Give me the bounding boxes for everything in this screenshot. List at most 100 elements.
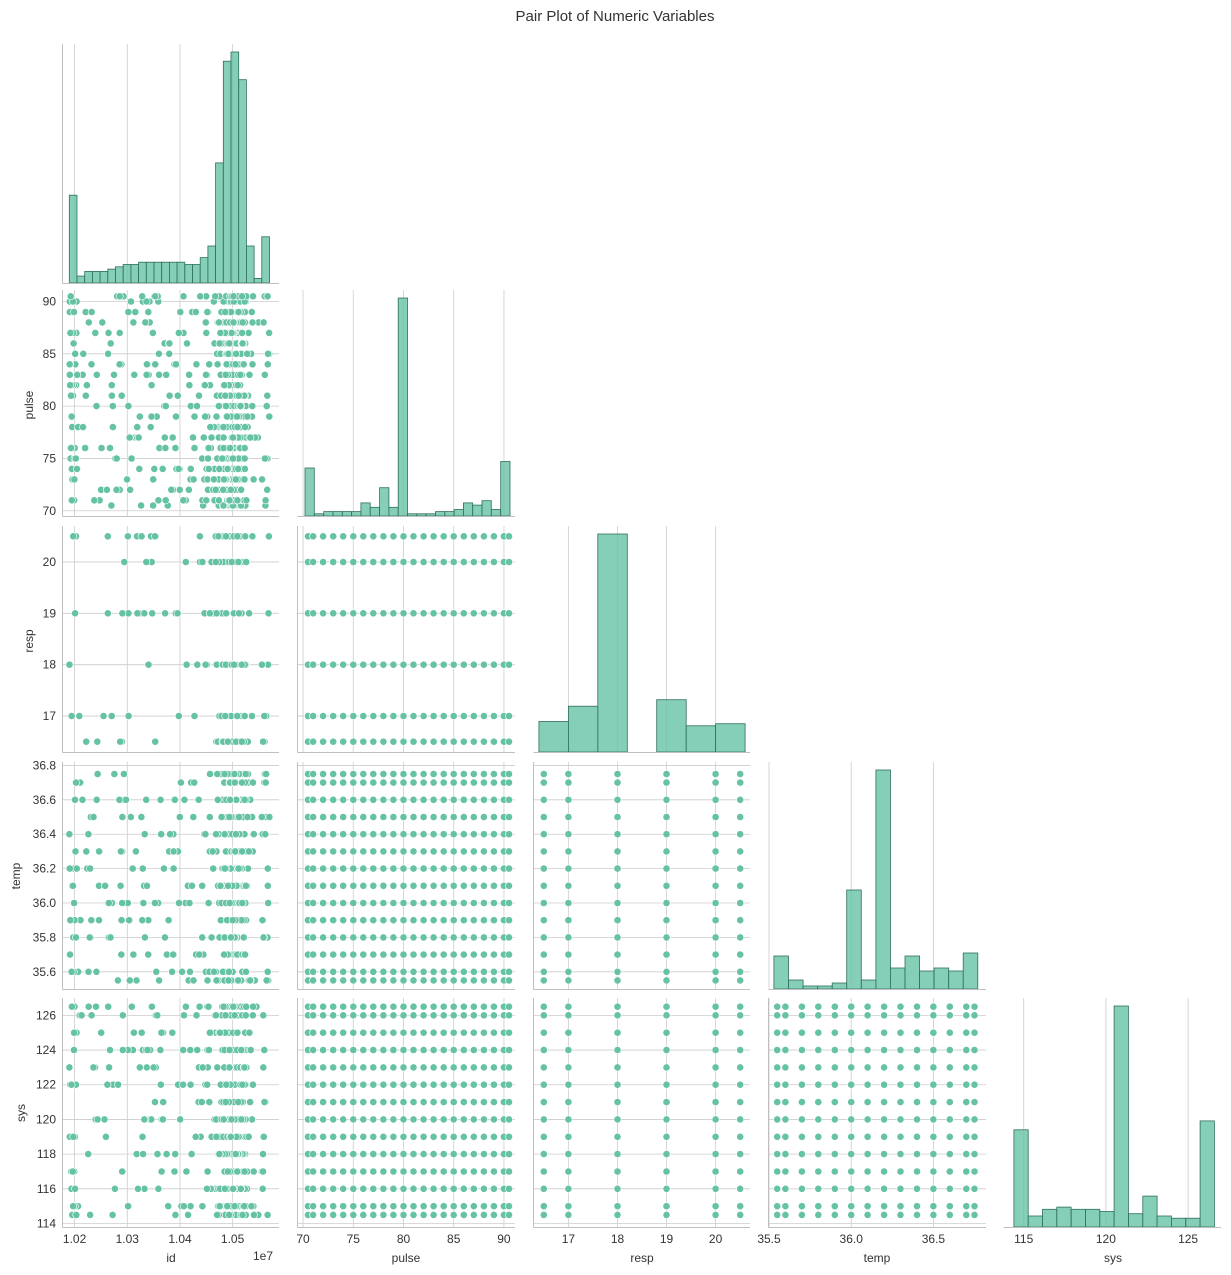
scatter-point <box>419 1080 428 1089</box>
scatter-point <box>863 1002 872 1011</box>
scatter-point <box>880 1080 888 1089</box>
scatter-point <box>349 1150 358 1158</box>
scatter-point <box>389 967 398 976</box>
scatter-point <box>814 1184 823 1193</box>
scatter-point <box>339 1046 348 1054</box>
scatter-point <box>72 1211 81 1219</box>
scatter-point <box>409 795 418 804</box>
y-tick-label: 35.6 <box>33 965 57 979</box>
scatter-point <box>970 1184 979 1193</box>
histogram-bar <box>1128 1213 1144 1228</box>
histogram-bar <box>261 236 270 284</box>
scatter-point <box>863 1063 872 1072</box>
scatter-point <box>564 933 573 942</box>
scatter-point <box>114 1080 122 1089</box>
scatter-point <box>613 1184 622 1193</box>
scatter-point <box>449 1046 458 1054</box>
scatter-point <box>539 1002 548 1011</box>
scatter-point <box>539 1098 548 1106</box>
scatter-point <box>349 933 358 942</box>
scatter-point <box>773 1132 782 1141</box>
scatter-point <box>319 609 327 618</box>
scatter-point <box>379 899 388 907</box>
scatter-point <box>175 485 184 494</box>
scatter-point <box>449 770 458 778</box>
scatter-point <box>75 712 84 720</box>
scatter-point <box>176 308 185 316</box>
scatter-point <box>847 1211 856 1219</box>
scatter-point <box>359 847 368 856</box>
scatter-point <box>539 916 548 925</box>
scatter-point <box>389 1046 398 1054</box>
scatter-point <box>349 712 358 720</box>
scatter-point <box>204 454 212 463</box>
scatter-point <box>170 795 179 804</box>
scatter-point <box>711 1063 720 1072</box>
scatter-point <box>215 464 224 473</box>
scatter-point <box>72 933 80 942</box>
scatter-point <box>429 1046 438 1054</box>
scatter-point <box>449 916 458 925</box>
scatter-point <box>970 1132 979 1141</box>
scatter-point <box>409 1098 418 1106</box>
scatter-point <box>449 1002 458 1011</box>
scatter-point <box>231 847 240 856</box>
scatter-point <box>469 881 478 890</box>
scatter-point <box>359 967 368 976</box>
scatter-point <box>469 1011 478 1020</box>
scatter-point <box>349 660 358 669</box>
scatter-point <box>409 1002 418 1011</box>
scatter-point <box>97 444 106 452</box>
scatter-point <box>736 1046 745 1054</box>
scatter-point <box>191 308 200 316</box>
scatter-point <box>319 1132 327 1141</box>
scatter-point <box>164 916 173 925</box>
scatter-point <box>419 1028 428 1037</box>
scatter-point <box>798 1046 806 1054</box>
scatter-point <box>319 1115 327 1124</box>
scatter-point <box>469 1002 478 1011</box>
scatter-point <box>389 899 398 907</box>
scatter-point <box>896 1115 905 1124</box>
histogram-bar <box>313 513 324 517</box>
scatter-point <box>319 847 327 856</box>
scatter-point <box>67 712 76 720</box>
scatter-point <box>409 1202 418 1211</box>
scatter-point <box>711 770 720 778</box>
scatter-point <box>880 1002 888 1011</box>
scatter-point <box>459 813 468 821</box>
scatter-point <box>191 1132 200 1141</box>
scatter-point <box>962 1202 971 1211</box>
scatter-point <box>211 485 220 494</box>
scatter-point <box>781 1046 790 1054</box>
scatter-point <box>379 1011 388 1020</box>
scatter-point <box>221 391 230 400</box>
histogram-bar <box>323 511 334 517</box>
y-tick-label: 70 <box>43 504 57 518</box>
scatter-point <box>711 1184 720 1193</box>
scatter-point <box>231 1150 240 1158</box>
scatter-point <box>238 1211 247 1219</box>
histogram-bar <box>715 723 746 753</box>
scatter-point <box>369 609 378 618</box>
histogram-bar <box>99 270 109 284</box>
scatter-point <box>449 1080 458 1089</box>
scatter-point <box>419 558 428 566</box>
scatter-point <box>117 950 126 959</box>
scatter-point <box>260 712 269 720</box>
scatter-point <box>419 1002 428 1011</box>
scatter-point <box>329 795 338 804</box>
scatter-point <box>263 391 272 400</box>
histogram-bar <box>1142 1195 1158 1228</box>
scatter-point <box>319 1063 327 1072</box>
scatter-point <box>150 464 159 473</box>
scatter-point <box>662 830 671 839</box>
scatter-point <box>613 1098 622 1106</box>
scatter-point <box>233 712 242 720</box>
scatter-point <box>429 847 438 856</box>
scatter-point <box>309 1202 317 1211</box>
scatter-point <box>369 1167 378 1176</box>
scatter-point <box>773 1028 782 1037</box>
scatter-point <box>369 976 378 985</box>
x-tick-label: 19 <box>660 1232 674 1246</box>
